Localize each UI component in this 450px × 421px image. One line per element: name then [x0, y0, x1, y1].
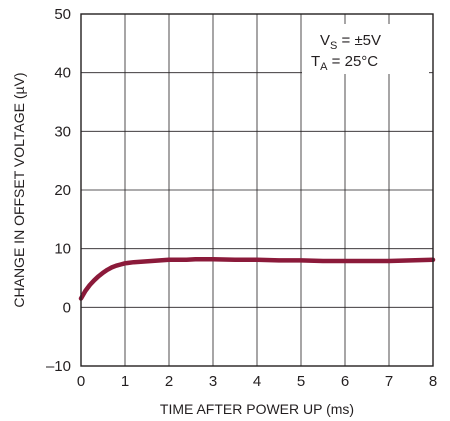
annotation-ta: TA = 25°C	[311, 53, 378, 73]
data-series	[78, 256, 436, 301]
y-tick-label: 0	[63, 299, 71, 316]
y-axis-label: CHANGE IN OFFSET VOLTAGE (µV)	[11, 72, 27, 307]
x-tick-label: 6	[341, 373, 349, 390]
annotation-background	[302, 24, 429, 74]
plot-frame	[80, 13, 434, 367]
x-tick-label: 4	[253, 373, 261, 390]
y-tick-label: 10	[54, 241, 71, 258]
y-tick-label: 40	[54, 65, 71, 82]
x-tick-label: 1	[121, 373, 129, 390]
y-tick-label: –10	[46, 358, 71, 375]
conditions-annotation: VS = ±5V TA = 25°C	[302, 24, 429, 74]
x-tick-label: 3	[209, 373, 217, 390]
x-tick-label: 5	[297, 373, 305, 390]
annotation-vs: VS = ±5V	[320, 32, 381, 52]
x-tick-label: 7	[385, 373, 393, 390]
y-tick-label: 30	[54, 123, 71, 140]
x-tick-label: 2	[165, 373, 173, 390]
x-axis-label: TIME AFTER POWER UP (ms)	[160, 401, 354, 417]
y-tick-labels: –10 0 10 20 30 40 50	[46, 6, 71, 375]
x-tick-label: 0	[77, 373, 85, 390]
x-tick-labels: 0 1 2 3 4 5 6 7 8	[77, 373, 437, 390]
y-tick-label: 50	[54, 6, 71, 23]
y-tick-label: 20	[54, 182, 71, 199]
offset-voltage-trace	[78, 256, 436, 301]
x-tick-label: 8	[429, 373, 437, 390]
